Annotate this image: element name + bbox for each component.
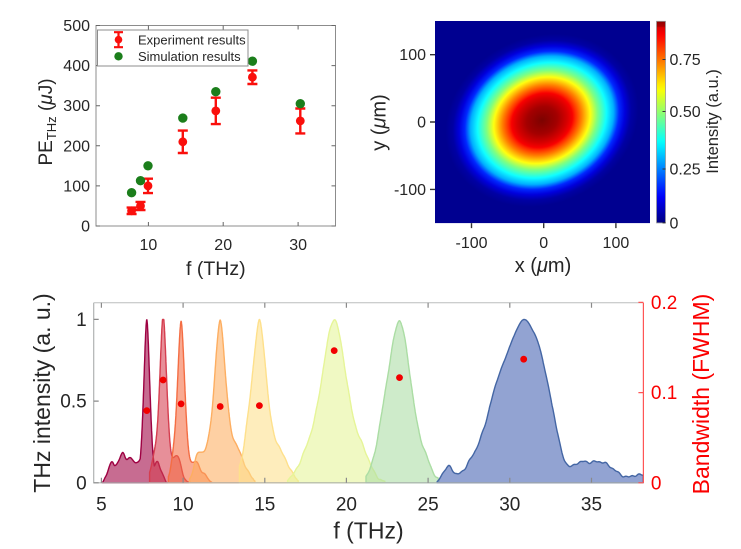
svg-text:100: 100 (63, 178, 90, 195)
svg-text:500: 500 (63, 18, 90, 35)
svg-text:10: 10 (173, 495, 194, 516)
svg-text:0.25: 0.25 (670, 162, 701, 179)
svg-text:15: 15 (254, 495, 275, 516)
svg-text:0: 0 (651, 473, 662, 494)
svg-text:10: 10 (140, 237, 158, 254)
svg-text:Experiment results: Experiment results (138, 32, 246, 47)
svg-text:THz intensity (a. u.): THz intensity (a. u.) (29, 293, 55, 492)
svg-text:-100: -100 (394, 182, 426, 199)
svg-text:0.5: 0.5 (60, 392, 86, 413)
svg-text:0.1: 0.1 (651, 383, 677, 404)
svg-text:1: 1 (76, 310, 87, 331)
svg-text:x (μm): x (μm) (515, 255, 572, 277)
svg-text:300: 300 (63, 98, 90, 115)
svg-text:5: 5 (96, 495, 107, 516)
svg-text:20: 20 (214, 237, 232, 254)
svg-text:0.75: 0.75 (670, 52, 701, 69)
svg-text:f (THz): f (THz) (186, 258, 246, 280)
svg-text:Intensity (a.u.): Intensity (a.u.) (704, 69, 722, 174)
svg-text:PETHz (μJ): PETHz (μJ) (36, 78, 59, 165)
svg-text:-100: -100 (455, 235, 487, 252)
svg-text:0.50: 0.50 (670, 104, 701, 121)
svg-text:0: 0 (670, 215, 679, 232)
svg-text:0: 0 (539, 235, 548, 252)
svg-text:f (THz): f (THz) (333, 518, 403, 544)
svg-text:0: 0 (417, 115, 426, 132)
svg-text:20: 20 (336, 495, 357, 516)
svg-text:0: 0 (76, 473, 87, 494)
svg-text:0.2: 0.2 (651, 293, 677, 314)
svg-text:Simulation results: Simulation results (138, 49, 241, 64)
svg-text:100: 100 (399, 47, 426, 64)
svg-text:y (μm): y (μm) (369, 94, 391, 151)
svg-text:100: 100 (603, 235, 630, 252)
svg-text:400: 400 (63, 58, 90, 75)
svg-text:25: 25 (418, 495, 439, 516)
svg-text:Bandwidth (FWHM): Bandwidth (FWHM) (688, 294, 714, 495)
svg-text:0: 0 (81, 219, 90, 236)
svg-text:35: 35 (581, 495, 602, 516)
svg-text:200: 200 (63, 138, 90, 155)
svg-text:30: 30 (289, 237, 307, 254)
svg-text:30: 30 (499, 495, 520, 516)
